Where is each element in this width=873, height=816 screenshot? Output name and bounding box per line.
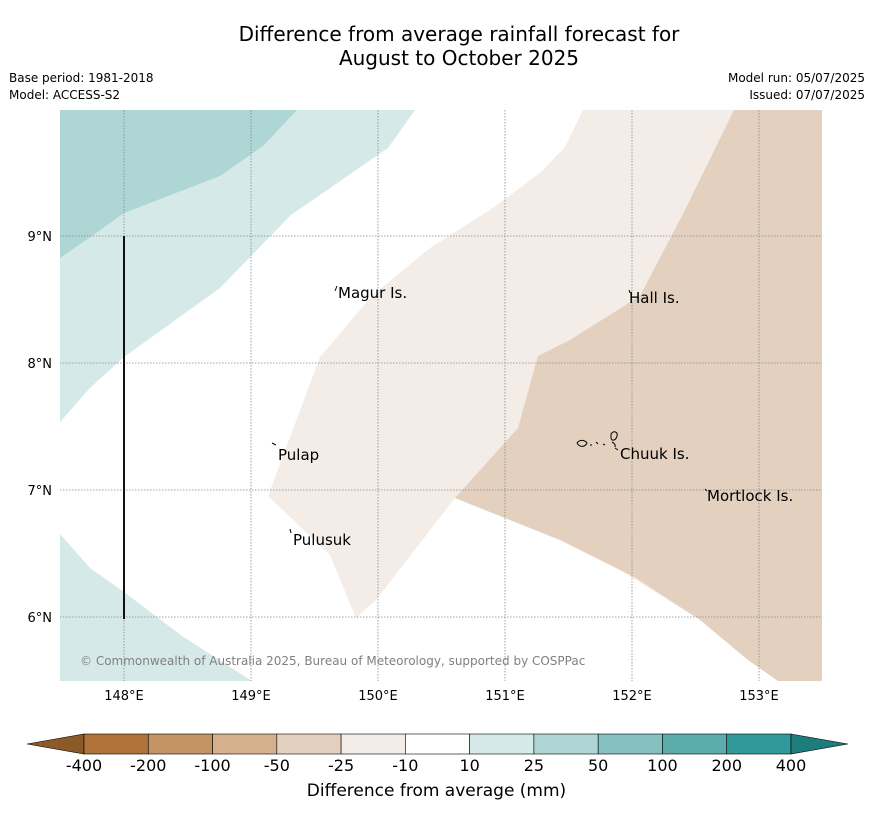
lon-tick-148: 148°E [104, 689, 144, 704]
colorbar-box [147, 733, 213, 755]
lat-tick-7: 7°N [28, 484, 53, 499]
colorbar-box [340, 733, 406, 755]
wet-region-south [60, 534, 252, 681]
lon-tick-149: 149°E [231, 689, 271, 704]
colorbar-box [726, 733, 792, 755]
label-mortlock: Mortlock Is. [707, 487, 793, 505]
title-line-2: August to October 2025 [338, 46, 580, 70]
model-run-text: Model run: 05/07/2025 [727, 71, 865, 85]
meta-right: Model run: 05/07/2025 Issued: 07/07/2025 [728, 70, 865, 104]
colorbar-tick-label: 400 [776, 756, 807, 775]
label-pulap: Pulap [278, 446, 319, 464]
chuuk-island-shape [576, 431, 619, 451]
magur-island-shape [334, 285, 338, 292]
colorbar-ticks: -400 -200 -100 -50 -25 -10 10 25 50 100 200 400 [66, 756, 806, 775]
title-line-1: Difference from average rainfall forecas… [238, 22, 680, 46]
meta-left: Base period: 1981-2018 Model: ACCESS-S2 [9, 70, 154, 104]
label-pulusuk: Pulusuk [293, 531, 351, 549]
colorbar-box [469, 733, 535, 755]
lon-tick-150: 150°E [358, 689, 398, 704]
lat-tick-8: 8°N [28, 357, 53, 372]
colorbar-tick-label: 100 [647, 756, 678, 775]
label-magur: Magur Is. [338, 284, 407, 302]
colorbar-box [597, 733, 663, 755]
colorbar-box [405, 733, 470, 755]
colorbar-box [533, 733, 599, 755]
colorbar-box [83, 733, 149, 755]
pulusuk-island-shape [289, 528, 292, 534]
lon-tick-151: 151°E [485, 689, 525, 704]
colorbar-extension-low [26, 733, 85, 755]
dry-region-25-50 [455, 110, 822, 681]
colorbar-label: Difference from average (mm) [306, 781, 567, 801]
mortlock-island-shape [704, 488, 708, 492]
colorbar-boxes [83, 733, 792, 755]
colorbar-box [212, 733, 278, 755]
colorbar-tick-label: 25 [524, 756, 544, 775]
pulap-island-shape [271, 442, 277, 446]
copyright-text: © Commonwealth of Australia 2025, Bureau… [80, 654, 585, 668]
lon-tick-152: 152°E [612, 689, 652, 704]
colorbar: -400 -200 -100 -50 -25 -10 10 25 50 100 200 400 [26, 733, 849, 775]
colorbar-tick-label: -200 [130, 756, 166, 775]
colorbar-tick-label: 200 [711, 756, 742, 775]
island-outlines [271, 285, 708, 534]
hall-island-shape [628, 289, 631, 294]
map-title: Difference from average rainfall forecas… [0, 22, 873, 70]
colorbar-extension-high [790, 733, 849, 755]
issued-text: Issued: 07/07/2025 [749, 88, 865, 102]
colorbar-box [662, 733, 728, 755]
label-chuuk: Chuuk Is. [620, 445, 689, 463]
colorbar-tick-label: 10 [459, 756, 479, 775]
model-text: Model: ACCESS-S2 [9, 88, 121, 102]
base-period-text: Base period: 1981-2018 [9, 71, 154, 85]
lat-tick-6: 6°N [28, 611, 53, 626]
wet-region-25-50 [60, 110, 297, 258]
colorbar-tick-label: 50 [588, 756, 608, 775]
lat-tick-9: 9°N [28, 230, 53, 245]
colorbar-box [276, 733, 342, 755]
colorbar-tick-label: -50 [264, 756, 290, 775]
lon-tick-153: 153°E [739, 689, 779, 704]
colorbar-tick-label: -100 [194, 756, 230, 775]
label-hall: Hall Is. [629, 289, 680, 307]
colorbar-tick-label: -10 [392, 756, 418, 775]
colorbar-tick-label: -25 [328, 756, 354, 775]
colorbar-tick-label: -400 [66, 756, 102, 775]
map-canvas: Magur Is. Hall Is. Pulap Chuuk Is. Mortl… [28, 110, 822, 704]
